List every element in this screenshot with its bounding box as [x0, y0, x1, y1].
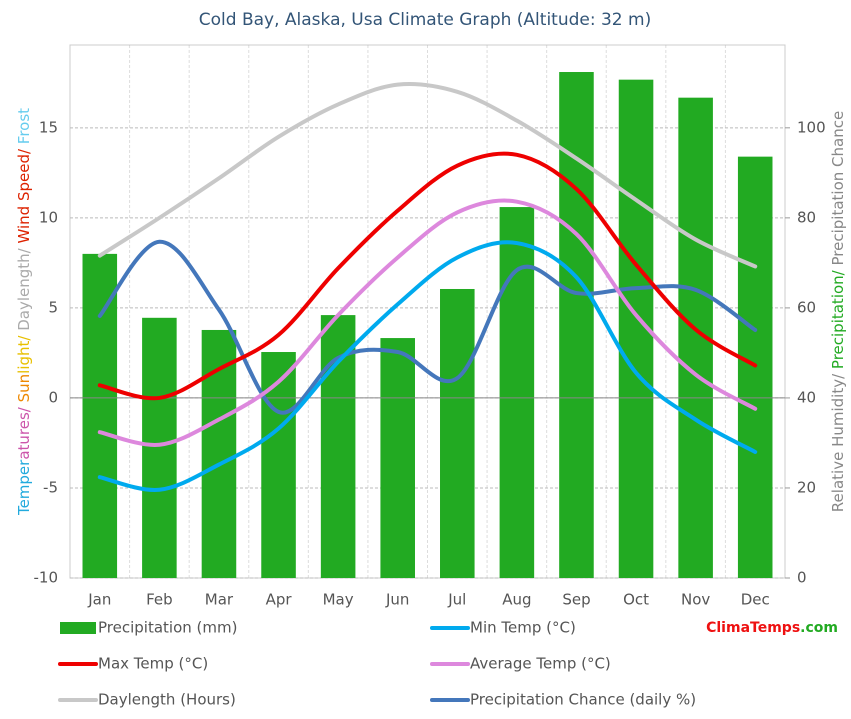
x-tick-label: Feb	[146, 591, 173, 609]
y-tick-label: -5	[43, 478, 58, 496]
y2-tick-label: 20	[797, 478, 816, 496]
chart-title: Cold Bay, Alaska, Usa Climate Graph (Alt…	[199, 10, 651, 30]
y2-tick-label: 0	[797, 569, 807, 587]
legend-label: Precipitation (mm)	[98, 619, 237, 637]
bar	[499, 207, 535, 579]
y-tick-label: -10	[34, 569, 59, 587]
x-tick-label: Jan	[87, 591, 111, 609]
x-tick-label: Jul	[447, 591, 466, 609]
x-tick-label: Oct	[623, 591, 649, 609]
legend-label: Max Temp (°C)	[98, 655, 208, 673]
y-tick-label: 15	[39, 118, 58, 136]
y2-axis-title-part: Precipitation/	[829, 269, 847, 374]
y-axis-title-part: light/	[15, 335, 33, 374]
legend-label: Average Temp (°C)	[470, 655, 611, 673]
y2-axis-title: Relative Humidity/ Precipitation/ Precip…	[829, 111, 847, 512]
bar	[440, 288, 475, 578]
legend-label: Precipitation Chance (daily %)	[470, 691, 696, 709]
y-tick-label: 0	[48, 388, 58, 406]
y-axis-title-part: Frost	[15, 108, 33, 149]
bar	[82, 253, 118, 579]
legend-swatch	[60, 622, 96, 634]
x-tick-label: Aug	[502, 591, 531, 609]
line-series	[97, 240, 758, 492]
x-tick-label: May	[323, 591, 354, 609]
bar	[380, 338, 415, 578]
y2-axis-title-part: Precipitation Chance	[829, 111, 847, 270]
y-axis-title: Temperatures/ Sunlight/ Daylength/ Wind …	[15, 108, 33, 516]
x-tick-label: Jun	[385, 591, 409, 609]
y-axis-title-part: Temper	[15, 459, 33, 516]
x-tick-label: Dec	[741, 591, 770, 609]
bar	[261, 352, 296, 578]
x-tick-label: Sep	[562, 591, 590, 609]
line-series	[97, 151, 758, 401]
y2-axis-title-part: Relative Humidity/	[829, 373, 847, 512]
y-tick-label: 5	[48, 298, 58, 316]
brand-part: Temps	[750, 620, 800, 636]
x-tick-label: Apr	[266, 591, 293, 609]
x-tick-label: Mar	[205, 591, 234, 609]
legend-label: Min Temp (°C)	[470, 619, 576, 637]
line-series	[97, 82, 758, 269]
y-axis-title-part: Daylength/	[15, 247, 33, 335]
y-axis-title-part: Sun	[15, 374, 33, 407]
legend-label: Daylength (Hours)	[98, 691, 236, 709]
bar	[559, 72, 594, 578]
y-axis-title-part: atures/	[15, 406, 33, 459]
y2-tick-label: 40	[797, 388, 816, 406]
y-tick-label: 10	[39, 208, 58, 226]
y-axis-title-part: Wind Speed/	[15, 148, 33, 248]
line-series	[97, 198, 758, 447]
line-series	[97, 239, 758, 415]
brand-part: Clima	[706, 620, 750, 636]
bar	[142, 317, 177, 578]
y2-tick-label: 80	[797, 208, 816, 226]
brand-part: .com	[800, 620, 838, 636]
x-tick-label: Nov	[681, 591, 710, 609]
brand-logo: ClimaTemps.com	[706, 620, 838, 636]
y2-tick-label: 100	[797, 118, 826, 136]
y2-tick-label: 60	[797, 298, 816, 316]
